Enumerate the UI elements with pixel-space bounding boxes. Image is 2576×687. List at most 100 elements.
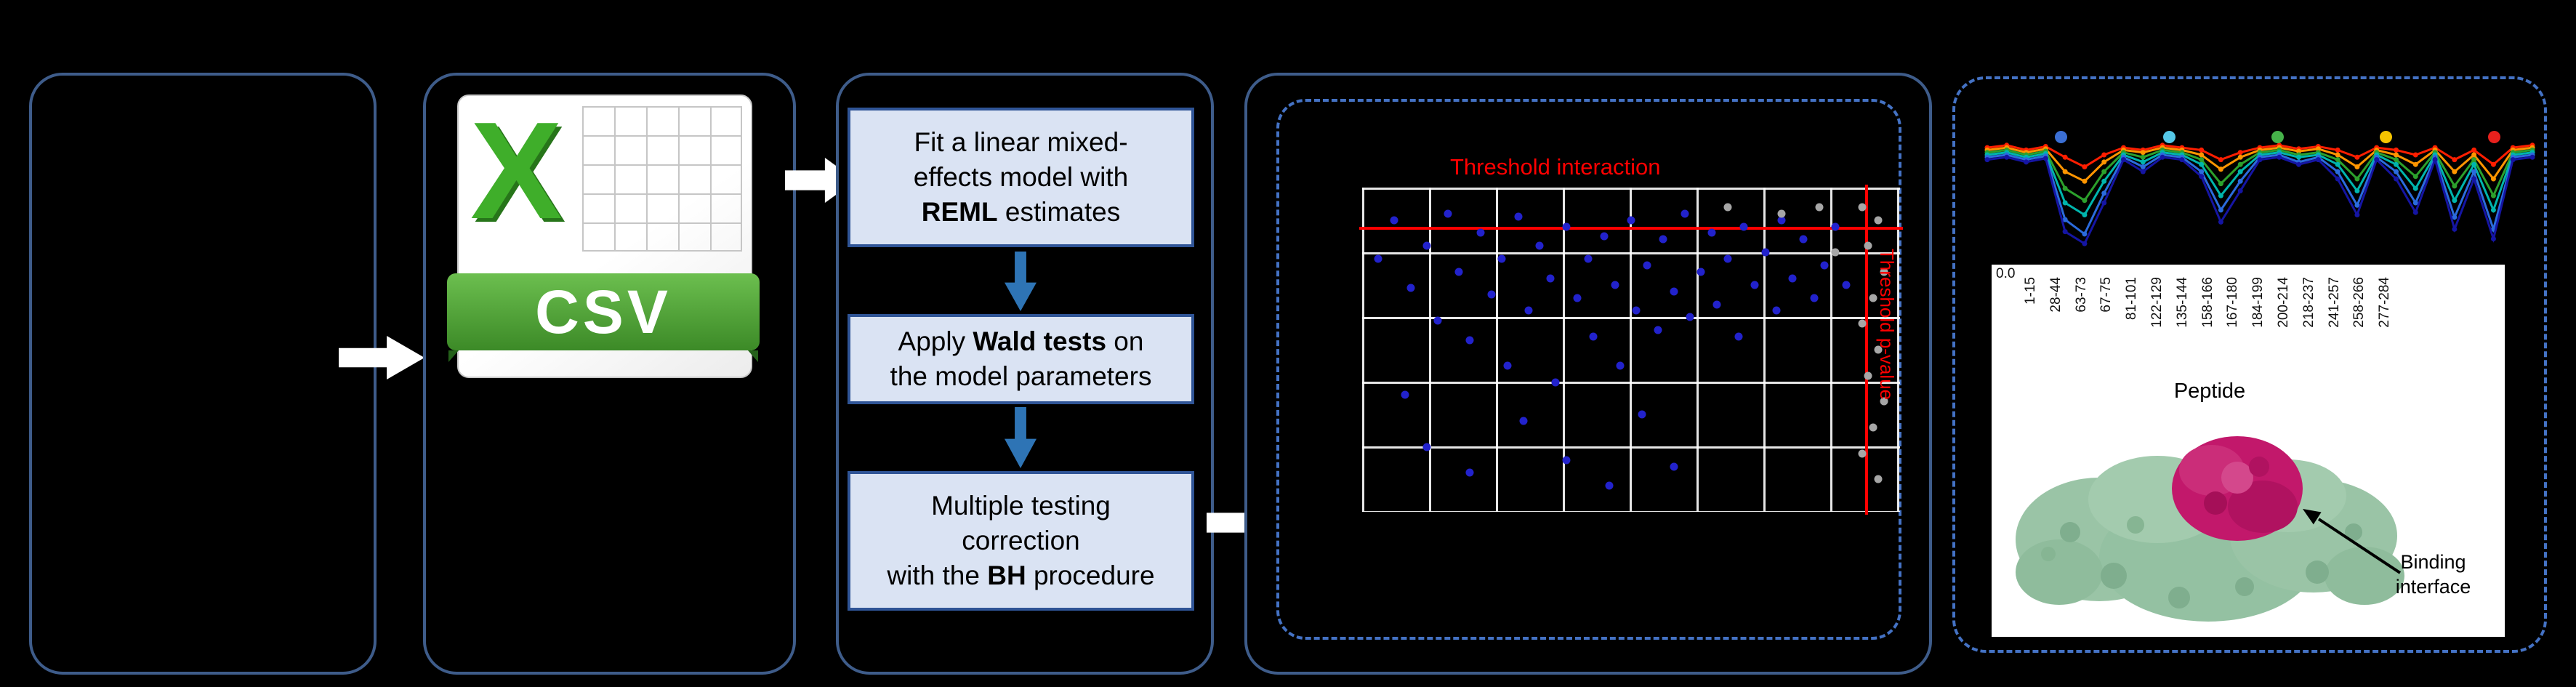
binding-label-line1: Binding bbox=[2400, 551, 2466, 573]
peptide-tick-label: 28-44 bbox=[2048, 277, 2064, 313]
scatter-point bbox=[1750, 281, 1759, 289]
scatter-point bbox=[1503, 361, 1512, 370]
scatter-point bbox=[1858, 449, 1867, 458]
legend-dot bbox=[2488, 131, 2500, 143]
scatter-point bbox=[1707, 228, 1716, 237]
scatter-point bbox=[1696, 268, 1705, 276]
peptide-tick-label: 277-284 bbox=[2377, 277, 2393, 328]
banner-fold-left bbox=[448, 350, 459, 362]
scatter-point bbox=[1874, 216, 1883, 225]
scatter-point bbox=[1874, 475, 1883, 483]
scatter-point bbox=[1864, 241, 1872, 250]
step-box-reml: Fit a linear mixed-effects model with REM… bbox=[848, 108, 1194, 247]
scatter-point bbox=[1723, 203, 1732, 212]
scatter-point bbox=[1739, 222, 1748, 231]
scatter-point bbox=[1777, 216, 1786, 225]
csv-banner: CSV bbox=[447, 273, 760, 350]
scatter-point bbox=[1600, 232, 1609, 241]
scatter-point bbox=[1820, 261, 1829, 270]
peptide-tick-label: 158-166 bbox=[2199, 277, 2215, 328]
panel-input bbox=[29, 73, 377, 675]
scatter-point bbox=[1858, 203, 1867, 212]
peptide-axis-title: Peptide bbox=[2173, 379, 2246, 403]
threshold-line-vertical bbox=[1864, 185, 1868, 515]
scatter-point bbox=[1535, 241, 1544, 250]
scatter-point bbox=[1880, 268, 1888, 276]
profile-line-navy bbox=[1987, 156, 2533, 246]
scatter-point bbox=[1815, 203, 1824, 212]
scatter-point bbox=[1422, 443, 1431, 451]
scatter-point bbox=[1487, 290, 1496, 299]
scatter-point bbox=[1723, 254, 1732, 263]
scatter-point bbox=[1810, 294, 1819, 302]
scatter-point bbox=[1869, 423, 1877, 432]
binding-interface-region bbox=[2172, 436, 2303, 541]
scatter-point bbox=[1401, 390, 1409, 399]
scatter-point bbox=[1422, 241, 1431, 250]
peptide-tick-label: 241-257 bbox=[2326, 277, 2342, 328]
protein-structure bbox=[2016, 436, 2404, 622]
scatter-point bbox=[1616, 361, 1625, 370]
peptide-tick-label: 135-144 bbox=[2174, 277, 2190, 328]
peptide-tick-label: 258-266 bbox=[2351, 277, 2367, 328]
peptide-tick-label: 63-73 bbox=[2073, 277, 2089, 313]
scatter-point bbox=[1497, 254, 1506, 263]
peptide-tick-label: 184-199 bbox=[2250, 277, 2266, 328]
scatter-point bbox=[1589, 332, 1598, 341]
scatter-point bbox=[1686, 313, 1694, 321]
scatter-point bbox=[1573, 294, 1582, 302]
scatter-point bbox=[1465, 468, 1474, 477]
scatter-point bbox=[1519, 417, 1528, 425]
scatter-point bbox=[1632, 306, 1641, 315]
scatter-point bbox=[1880, 397, 1888, 406]
step-box-bh: Multiple testing correction with the BH pr… bbox=[848, 471, 1194, 611]
peptide-tick-label: 122-129 bbox=[2149, 277, 2165, 328]
threshold-pvalue-label: Threshold p-value bbox=[1876, 249, 1898, 401]
scatter-point bbox=[1562, 456, 1571, 465]
scatter-point bbox=[1712, 300, 1721, 309]
scatter-point bbox=[1444, 209, 1452, 218]
scatter-point bbox=[1562, 222, 1571, 231]
scatter-point bbox=[1874, 345, 1883, 354]
scatter-point bbox=[1654, 326, 1662, 334]
profile-marker-navy bbox=[1984, 157, 1990, 163]
legend-dot bbox=[2380, 131, 2392, 143]
deuteration-profile-chart bbox=[1980, 118, 2540, 263]
excel-x-logo: X bbox=[470, 94, 563, 248]
scatter-point bbox=[1390, 216, 1398, 225]
scatter-point bbox=[1799, 235, 1808, 244]
threshold-interaction-label: Threshold interaction bbox=[1450, 154, 1661, 180]
scatter-point bbox=[1681, 209, 1689, 218]
scatter-point bbox=[1643, 261, 1651, 270]
binding-label-line2: interface bbox=[2395, 576, 2471, 598]
peptide-tick-label: 218-237 bbox=[2301, 277, 2317, 328]
spreadsheet-grid bbox=[582, 106, 742, 252]
scatter-point bbox=[1831, 248, 1840, 257]
scatter-plot bbox=[1359, 185, 1903, 515]
scatter-point bbox=[1465, 336, 1474, 345]
legend-dot bbox=[2163, 131, 2175, 143]
scatter-point bbox=[1659, 235, 1667, 244]
scatter-point bbox=[1777, 209, 1786, 218]
scatter-point bbox=[1842, 281, 1851, 289]
scatter-point bbox=[1584, 254, 1593, 263]
csv-file-icon: X CSV bbox=[447, 93, 760, 378]
scatter-point bbox=[1406, 284, 1415, 292]
binding-interface-label: Binding interface bbox=[2366, 550, 2500, 599]
scatter-point bbox=[1772, 306, 1781, 315]
peptide-structure-panel: 0.0 1-15 28-44 63-73 67-75 81-101 122-129 135-… bbox=[1992, 265, 2505, 637]
scatter-point bbox=[1454, 268, 1463, 276]
legend-dot bbox=[2271, 131, 2284, 143]
scatter-point bbox=[1869, 294, 1877, 302]
scatter-point bbox=[1670, 462, 1678, 471]
scatter-point bbox=[1433, 316, 1442, 325]
scatter-point bbox=[1638, 410, 1646, 419]
scatter-point bbox=[1551, 378, 1560, 387]
peptide-tick-label: 81-101 bbox=[2124, 277, 2140, 321]
legend-dot bbox=[2055, 131, 2067, 143]
scatter-point bbox=[1761, 248, 1770, 257]
threshold-line-horizontal bbox=[1359, 226, 1903, 230]
scatter-point bbox=[1611, 281, 1619, 289]
scatter-point bbox=[1546, 274, 1555, 283]
